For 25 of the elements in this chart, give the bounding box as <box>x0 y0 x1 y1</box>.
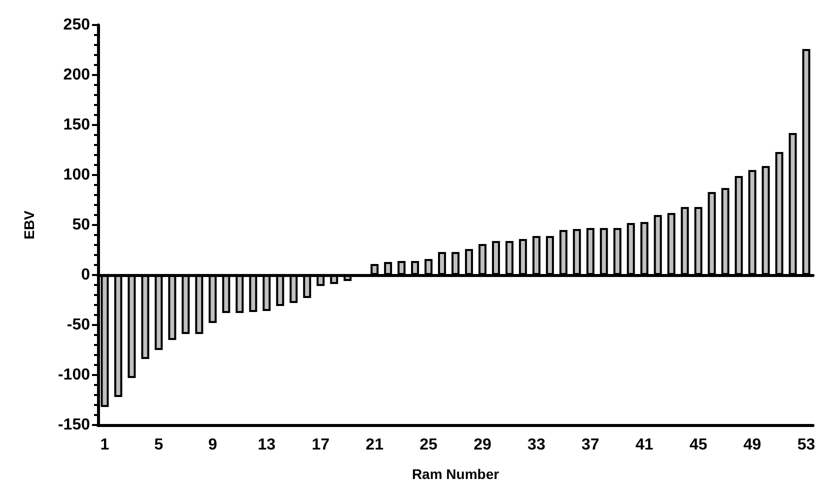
x-tick-label: 33 <box>528 436 546 454</box>
y-tick-label: -50 <box>66 316 90 334</box>
x-tick-label: 49 <box>743 436 762 454</box>
y-tick-label: 250 <box>63 16 90 34</box>
x-tick-label: 41 <box>635 436 654 454</box>
x-tick-label: 37 <box>582 436 600 454</box>
y-tick-label: -150 <box>58 416 90 434</box>
y-tick-label: 0 <box>81 266 90 284</box>
x-tick-label: 9 <box>208 436 218 454</box>
y-tick-label: 150 <box>63 116 90 134</box>
y-tick-label: 100 <box>63 166 90 184</box>
y-tick-label: 50 <box>72 216 90 234</box>
x-axis-title: Ram Number <box>412 466 500 482</box>
x-tick-label: 13 <box>258 436 276 454</box>
x-tick-label: 1 <box>100 436 110 454</box>
x-tick-label: 5 <box>154 436 164 454</box>
y-axis-title: EBV <box>21 210 37 240</box>
y-tick-label: -100 <box>58 366 90 384</box>
x-tick-label: 21 <box>366 436 384 454</box>
x-tick-label: 53 <box>797 436 816 454</box>
x-tick-label: 25 <box>420 436 438 454</box>
x-tick-label: 29 <box>474 436 492 454</box>
x-tick-label: 45 <box>689 436 708 454</box>
x-tick-label: 17 <box>312 436 330 454</box>
y-tick-label: 200 <box>63 66 90 84</box>
